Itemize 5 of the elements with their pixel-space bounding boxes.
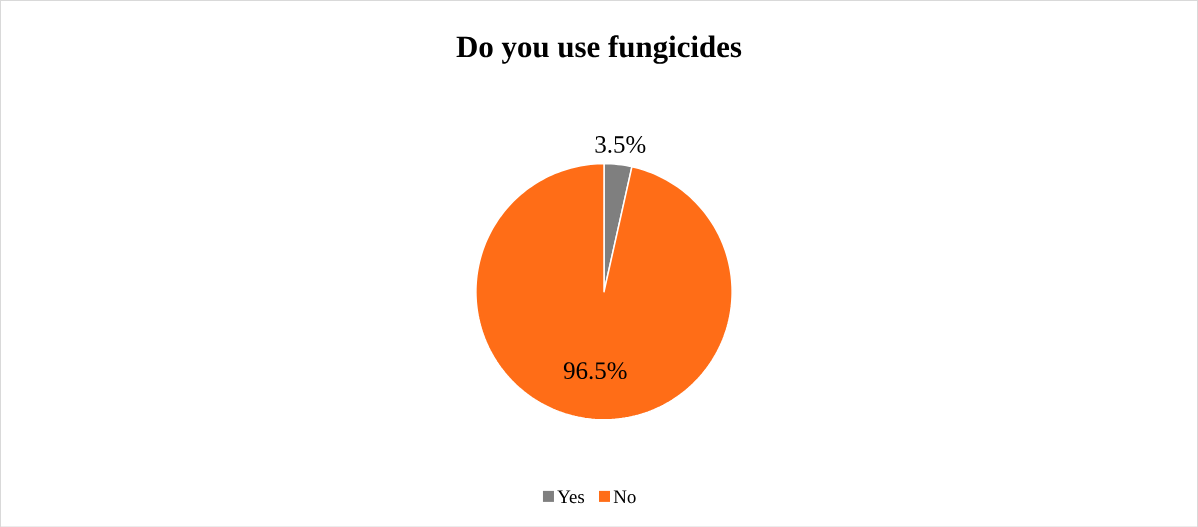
- legend-label: No: [613, 490, 636, 503]
- data-label: 96.5%: [563, 362, 627, 379]
- legend-label: Yes: [557, 490, 585, 503]
- data-label: 3.5%: [595, 135, 646, 153]
- chart-title: Do you use fungicides: [456, 35, 742, 64]
